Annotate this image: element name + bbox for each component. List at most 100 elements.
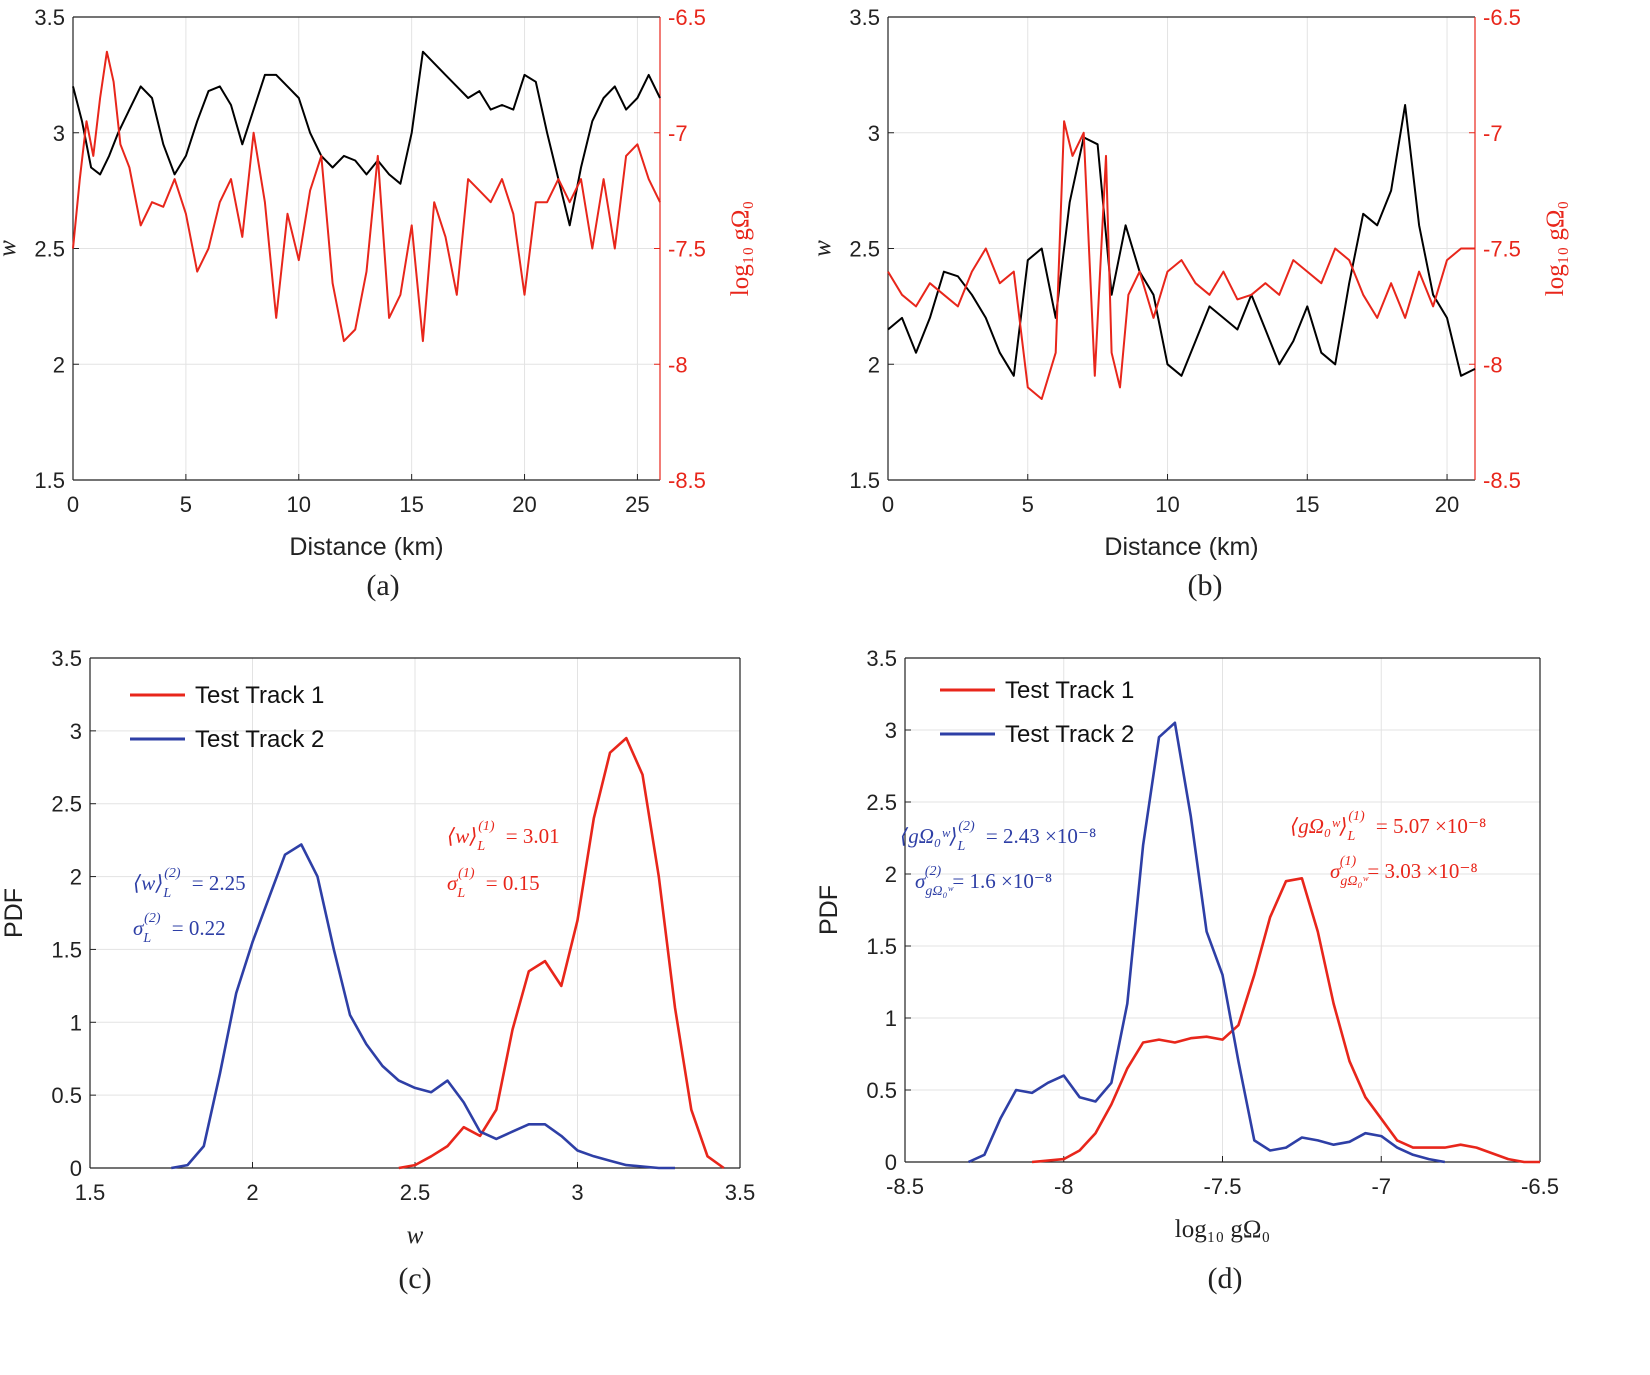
y-tick-label: 3 [885,718,897,743]
annotation-symbol: ⟨gΩ₀ʷ⟩ [1290,814,1348,838]
annotation: ⟨w⟩L (1) = 3.01 [447,819,560,854]
grid [904,657,1541,1163]
y-axis-label: w [0,240,21,257]
y-right-tick-label: -6.5 [1483,5,1521,30]
x-tick-label: 2 [246,1180,258,1205]
series-line-test-track-2 [967,721,1446,1164]
annotation: σL (1) = 0.15 [447,866,540,901]
annotation-subscript: L [456,886,465,901]
x-tick-label: 5 [1022,492,1034,517]
y-tick-label: 3.5 [849,5,880,30]
panel-caption: (c) [398,1262,431,1295]
annotation-subscript: L [957,839,966,854]
grid [887,16,1475,481]
y-tick-label: 2 [53,352,65,377]
series-line-s0 [887,104,1476,377]
x-tick-label: 2.5 [400,1180,431,1205]
annotation-value: = 1.6 ×10⁻⁸ [947,869,1052,893]
annotation-symbol: σ [133,916,145,940]
x-axis-label: Distance (km) [289,533,443,561]
panel-d: -8.5 -8 -7.5 -7 -6.5 0 0.5 1 1.5 2 2.5 3 3.5 log₁₀ gΩ… [815,646,1559,1295]
y-tick-label: 0.5 [866,1078,897,1103]
annotation-superscript: (2) [164,866,181,881]
annotation-subscript: L [142,931,151,946]
y-tick-label: 3.5 [34,5,65,30]
annotation: σgΩ₀ʷ (1) = 3.03 ×10⁻⁸ [1330,854,1478,889]
annotation: σgΩ₀ʷ (2) = 1.6 ×10⁻⁸ [915,864,1052,899]
legend-label: Test Track 1 [1005,677,1134,704]
annotation: ⟨w⟩L (2) = 2.25 [133,866,246,901]
annotation-value: = 3.01 [501,824,560,848]
grid [89,657,741,1169]
y-right-tick-label: -7.5 [1483,237,1521,262]
y-tick-label: 2.5 [849,237,880,262]
annotation-superscript: (2) [958,819,975,834]
panel-b: 0 5 10 15 20 1.5 2 2.5 3 3.5 -8.5 -8 -7.5 -7 -6.5 Dista… [809,5,1569,602]
y-tick-label: 2 [885,862,897,887]
x-axis-label: Distance (km) [1104,533,1258,561]
annotation-value: = 2.25 [187,871,246,895]
x-tick-label: 5 [180,492,192,517]
legend: Test Track 1 Test Track 2 [130,682,324,753]
annotation-symbol: ⟨w⟩ [447,824,477,848]
annotation-subscript: gΩ₀ʷ [925,884,954,899]
panel-a: 0 5 10 15 20 25 1.5 2 2.5 3 3.5 -8.5 -8 -7.5 -7 -6.5 Dis… [0,5,754,602]
y-right-tick-label: -8.5 [1483,468,1521,493]
x-tick-label: -7.5 [1204,1174,1242,1199]
panel-c: 1.5 2 2.5 3 3.5 0 0.5 1 1.5 2 2.5 3 3.5 w PDF Test Trac… [0,646,755,1295]
x-tick-label: 15 [399,492,423,517]
panel-caption: (b) [1188,569,1223,602]
series-line-test-track-1 [398,736,725,1170]
x-tick-label: 10 [287,492,311,517]
annotation-superscript: (2) [925,864,942,879]
x-axis-label: log₁₀ gΩ₀ [1175,1216,1270,1243]
legend-label: Test Track 1 [195,682,324,709]
x-tick-label: -8.5 [886,1174,924,1199]
x-tick-label: 3.5 [725,1180,756,1205]
annotation-value: = 0.22 [166,916,225,940]
annotation-subscript: L [162,886,171,901]
series-line-test-track-1 [1031,877,1540,1164]
annotation-value: = 3.03 ×10⁻⁸ [1362,859,1478,883]
y-tick-label: 2.5 [34,237,65,262]
y-axis-right-label: log₁₀ gΩ₀ [727,201,754,296]
annotation-value: = 0.15 [480,871,539,895]
x-tick-label: 1.5 [75,1180,106,1205]
annotation: σL (2) = 0.22 [133,911,226,946]
annotation-subscript: L [476,839,485,854]
y-tick-label: 1.5 [849,468,880,493]
y-right-tick-label: -6.5 [668,5,706,30]
y-tick-label: 3 [868,121,880,146]
x-tick-label: -7 [1371,1174,1391,1199]
y-axis-label: PDF [0,888,28,938]
annotation-superscript: (2) [144,911,161,926]
annotation-subscript: L [1347,829,1356,844]
y-tick-label: 2.5 [866,790,897,815]
x-tick-label: 10 [1155,492,1179,517]
y-axis-label: PDF [815,885,843,935]
y-tick-label: 2.5 [51,792,82,817]
x-tick-label: 20 [512,492,536,517]
annotation-value: = 5.07 ×10⁻⁸ [1371,814,1487,838]
panel-caption: (d) [1208,1262,1243,1295]
y-tick-label: 3.5 [51,646,82,671]
x-tick-label: 15 [1295,492,1319,517]
x-tick-label: -6.5 [1521,1174,1559,1199]
annotation-value: = 2.43 ×10⁻⁸ [981,824,1097,848]
y-tick-label: 0 [885,1150,897,1175]
legend-label: Test Track 2 [195,726,324,753]
legend-label: Test Track 2 [1005,721,1134,748]
x-tick-label: 0 [67,492,79,517]
y-tick-label: 3 [53,121,65,146]
y-right-tick-label: -7 [1483,121,1503,146]
annotation: ⟨gΩ₀ʷ⟩L (1) = 5.07 ×10⁻⁸ [1290,809,1486,844]
annotation-symbol: ⟨gΩ₀ʷ⟩ [900,824,958,848]
y-axis-right-label: log₁₀ gΩ₀ [1542,201,1569,296]
y-right-tick-label: -8 [1483,352,1503,377]
annotation-superscript: (1) [1348,809,1365,824]
y-axis-label: w [809,240,836,257]
annotation-symbol: σ [1330,859,1342,883]
annotation-symbol: σ [447,871,459,895]
y-right-tick-label: -8 [668,352,688,377]
